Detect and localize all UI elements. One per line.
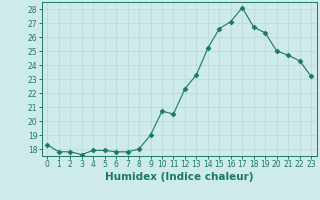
X-axis label: Humidex (Indice chaleur): Humidex (Indice chaleur) [105,172,253,182]
